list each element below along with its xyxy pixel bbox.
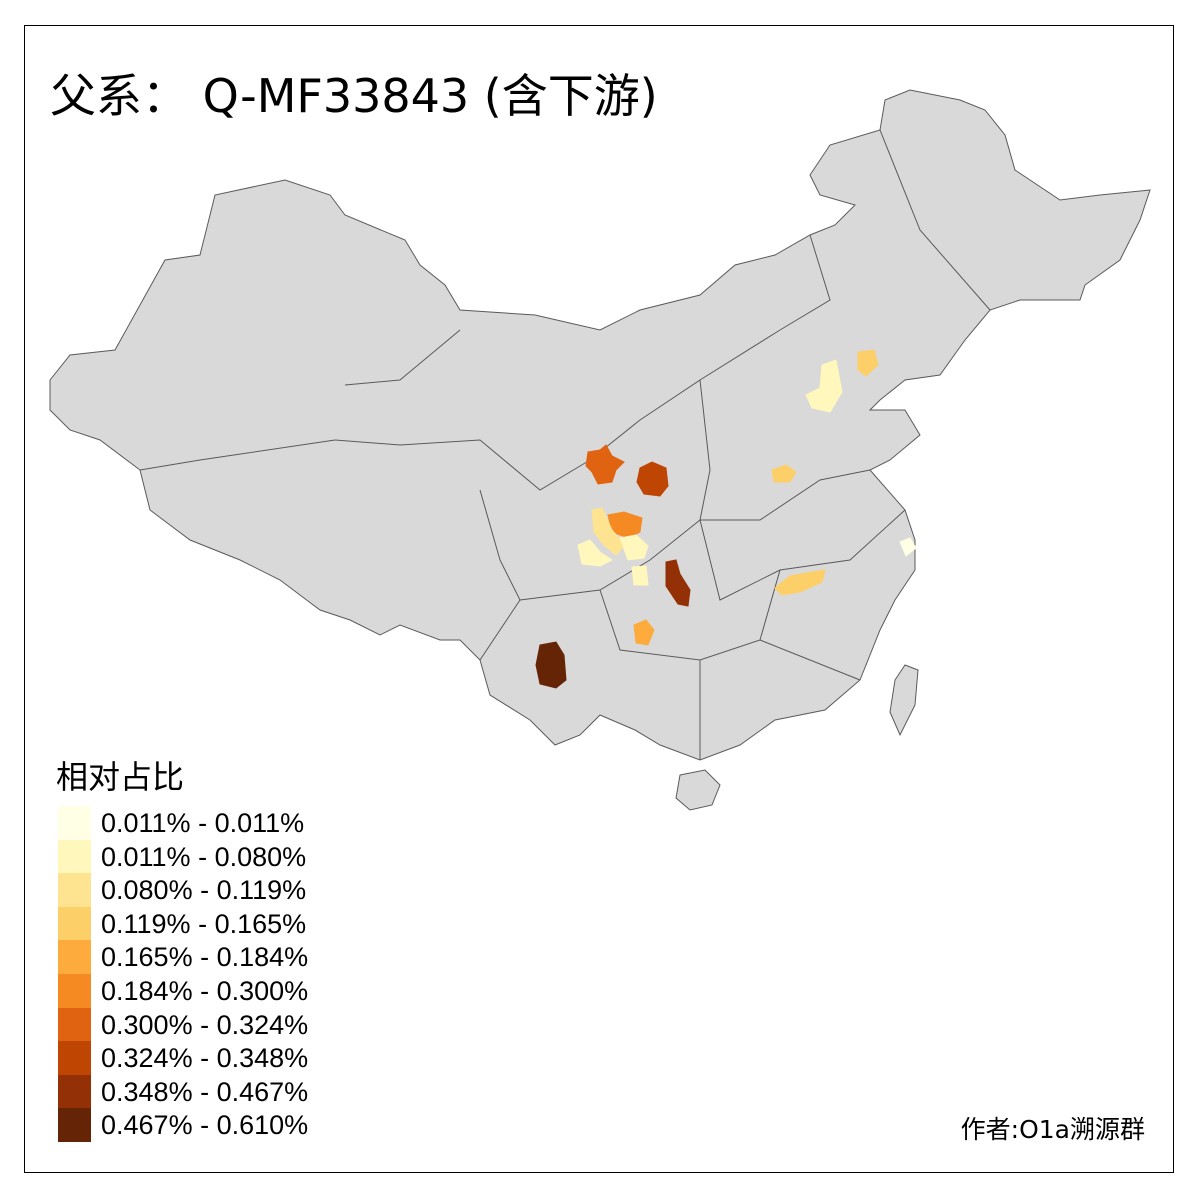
legend-swatch — [58, 839, 91, 874]
taiwan — [889, 664, 919, 737]
legend-item: 0.011% - 0.011% — [58, 806, 378, 840]
legend-label: 0.119% - 0.165% — [101, 908, 307, 939]
legend-swatch — [58, 806, 91, 840]
legend-item: 0.119% - 0.165% — [58, 906, 378, 941]
province-border — [519, 519, 701, 601]
region-fill — [585, 444, 625, 485]
legend-label: 0.080% - 0.119% — [101, 875, 307, 906]
legend-swatch — [58, 873, 91, 907]
province-border — [344, 329, 461, 386]
legend-title: 相对占比 — [56, 758, 185, 796]
legend-swatch — [58, 940, 91, 974]
legend-label: 0.467% - 0.610% — [101, 1110, 309, 1141]
region-fill — [631, 565, 649, 586]
legend-swatch — [58, 906, 91, 941]
plot-frame — [24, 25, 1174, 1173]
legend-swatch — [58, 1108, 91, 1142]
legend-label: 0.011% - 0.080% — [101, 841, 307, 872]
hainan — [675, 769, 721, 811]
legend-label: 0.300% - 0.324% — [101, 1009, 309, 1040]
legend-label: 0.184% - 0.300% — [101, 976, 309, 1006]
legend-item: 0.300% - 0.324% — [58, 1007, 378, 1042]
region-fill — [899, 537, 917, 557]
legend-label: 0.165% - 0.184% — [101, 942, 309, 973]
province-border — [779, 234, 831, 331]
map-title: 父系： Q-MF33843 (含下游) — [50, 69, 658, 123]
province-border — [879, 129, 991, 311]
legend-item: 0.467% - 0.610% — [58, 1108, 378, 1142]
legend-swatch — [58, 974, 91, 1008]
legend-item: 0.080% - 0.119% — [58, 873, 378, 907]
province-border — [334, 439, 591, 491]
legend-swatch — [58, 1007, 91, 1042]
legend-label: 0.011% - 0.011% — [101, 808, 305, 838]
region-fill — [774, 569, 826, 596]
legend-item: 0.165% - 0.184% — [58, 940, 378, 974]
province-border — [699, 379, 871, 521]
china-mainland — [49, 89, 1151, 761]
province-border — [759, 639, 861, 681]
legend-label: 0.348% - 0.467% — [101, 1076, 309, 1107]
region-fill — [619, 534, 649, 561]
province-border — [139, 439, 336, 471]
legend-swatch — [58, 1041, 91, 1075]
legend-swatch — [58, 1074, 91, 1109]
legend-item: 0.184% - 0.300% — [58, 974, 378, 1008]
region-fill — [771, 464, 797, 483]
province-border — [479, 489, 521, 661]
legend-item: 0.011% - 0.080% — [58, 839, 378, 874]
region-fill — [805, 359, 843, 413]
author-credit: 作者:O1a溯源群 — [960, 1115, 1145, 1144]
region-fill — [577, 539, 613, 567]
region-fill — [636, 461, 669, 497]
region-fill — [591, 507, 626, 556]
region-fill — [633, 619, 655, 646]
legend-label: 0.324% - 0.348% — [101, 1043, 309, 1074]
legend-item: 0.348% - 0.467% — [58, 1074, 378, 1109]
province-border — [589, 329, 781, 461]
region-fill — [665, 559, 691, 607]
legend-item: 0.324% - 0.348% — [58, 1041, 378, 1075]
region-fill — [857, 349, 879, 377]
region-fill — [535, 641, 567, 689]
